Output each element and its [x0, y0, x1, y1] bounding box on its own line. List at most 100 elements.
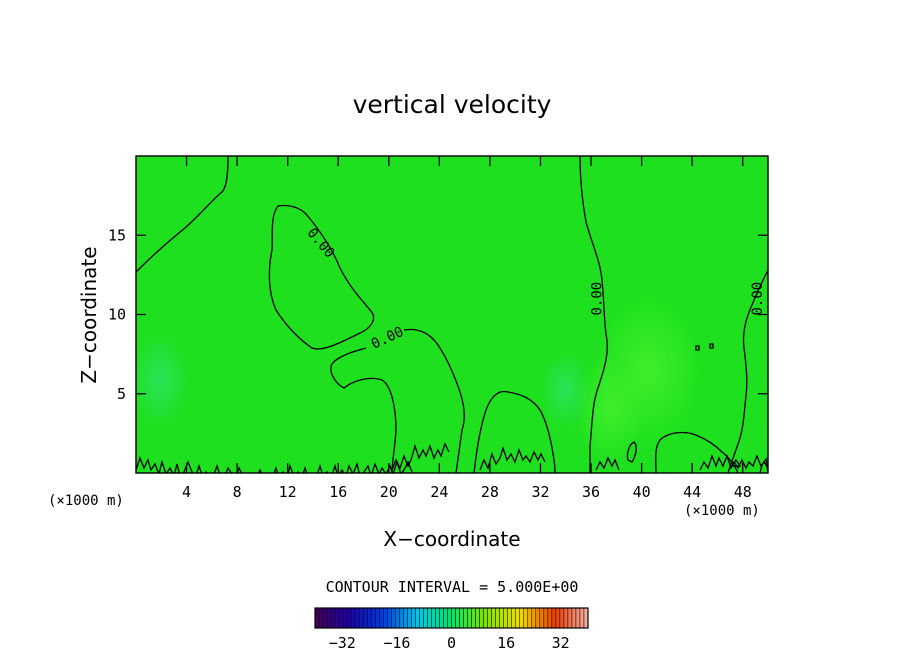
colorbar-swatch [407, 607, 412, 629]
colorbar-swatch [571, 607, 577, 629]
colorbar-swatch [411, 607, 416, 629]
colorbar-swatch [579, 607, 585, 629]
x-axis-title: X−coordinate [383, 527, 520, 551]
x-tick-label: 44 [683, 483, 701, 501]
contour-interval-label: CONTOUR INTERVAL = 5.000E+00 [326, 578, 579, 596]
colorbar-swatch [475, 607, 480, 629]
colorbar-swatch [515, 607, 520, 629]
y-axis-ticks: 5 10 15 [108, 226, 768, 403]
colorbar-swatch [487, 607, 492, 629]
colorbar-swatch [507, 607, 512, 629]
x-axis-unit-label-left: (×1000 m) [48, 493, 124, 509]
field-shading [136, 295, 703, 465]
colorbar-swatch [322, 607, 328, 629]
colorbar-swatch [451, 607, 456, 629]
colorbar-swatch [423, 607, 428, 629]
colorbar-swatch [479, 607, 484, 629]
colorbar-swatch [330, 607, 336, 629]
colorbar-swatch [527, 607, 533, 629]
x-tick-label: 48 [734, 483, 752, 501]
colorbar-swatch [403, 607, 408, 629]
zero-contour-line [727, 269, 768, 473]
colorbar-frame [314, 607, 589, 629]
colorbar-swatch [499, 607, 504, 629]
colorbar-swatch [559, 607, 565, 629]
colorbar-swatch [354, 607, 360, 629]
colorbar-swatch [531, 607, 537, 629]
colorbar-swatch [399, 607, 404, 629]
colorbar-swatch [467, 607, 472, 629]
zero-contour-line [655, 431, 739, 473]
colorbar-swatch [346, 607, 352, 629]
colorbar-swatch [350, 607, 356, 629]
contour-label: 0.00 [589, 282, 605, 316]
colorbar-swatch [419, 607, 424, 629]
x-tick-label: 12 [279, 483, 297, 501]
x-axis-ticks: 4 8 12 16 20 24 28 32 36 40 44 48 [182, 156, 752, 501]
surface-contour-noise [479, 445, 546, 471]
y-axis-title: Z−coordinate [77, 246, 101, 383]
x-tick-label: 20 [380, 483, 398, 501]
colorbar-swatch [338, 607, 344, 629]
y-tick-label: 10 [108, 306, 126, 324]
colorbar-swatch [551, 607, 557, 629]
x-tick-label: 8 [233, 483, 242, 501]
zero-contour-line [695, 345, 700, 351]
colorbar-swatch [387, 607, 392, 629]
zero-contour-line [403, 328, 465, 473]
zero-contour-line [626, 441, 637, 463]
colorbar-swatch [523, 607, 529, 629]
colorbar-swatch [483, 607, 488, 629]
x-axis-unit-label-right: (×1000 m) [684, 503, 760, 519]
x-tick-label: 16 [329, 483, 347, 501]
x-tick-label: 4 [182, 483, 191, 501]
negative-downdraft-region [136, 330, 190, 430]
x-tick-label: 24 [430, 483, 448, 501]
colorbar-swatch [519, 607, 525, 629]
contour-label: 0.00 [750, 282, 766, 316]
colorbar-swatch [391, 607, 396, 629]
y-tick-label: 5 [117, 385, 126, 403]
colorbar-swatch [567, 607, 573, 629]
colorbar-swatch [358, 607, 364, 629]
zero-contour-line [330, 347, 397, 473]
surface-contour-noise [699, 454, 768, 471]
colorbar [314, 607, 589, 629]
colorbar-tick-label: −32 [329, 634, 356, 652]
y-tick-label: 15 [108, 226, 126, 244]
colorbar-swatch [447, 607, 452, 629]
colorbar-swatch [583, 607, 589, 629]
colorbar-swatch [459, 607, 464, 629]
colorbar-swatch [539, 607, 545, 629]
colorbar-swatch [547, 607, 553, 629]
colorbar-swatch [342, 607, 348, 629]
surface-contour-noise [136, 456, 413, 473]
colorbar-swatch [314, 607, 320, 629]
colorbar-swatch [415, 607, 420, 629]
colorbar-swatch [374, 607, 380, 629]
colorbar-tick-label: 0 [447, 634, 456, 652]
colorbar-swatch [511, 607, 516, 629]
x-tick-label: 32 [531, 483, 549, 501]
colorbar-tick-label: 16 [497, 634, 515, 652]
zero-contour-line [268, 204, 375, 350]
surface-contour-noise [595, 456, 620, 471]
colorbar-swatch [439, 607, 444, 629]
x-tick-label: 36 [582, 483, 600, 501]
colorbar-swatch [326, 607, 332, 629]
colorbar-tick-label: 32 [552, 634, 570, 652]
colorbar-swatch [455, 607, 460, 629]
negative-downdraft-region [540, 350, 590, 430]
surface-contour-noise [391, 442, 450, 471]
colorbar-swatch [395, 607, 400, 629]
colorbar-swatch [463, 607, 468, 629]
surface-contour-noise [730, 458, 742, 467]
zero-contour-line [709, 343, 714, 349]
colorbar-swatch [495, 607, 500, 629]
contour-lines [136, 156, 768, 473]
x-tick-label: 28 [481, 483, 499, 501]
colorbar-swatch [383, 607, 388, 629]
colorbar-swatch [435, 607, 440, 629]
colorbar-tick-label: −16 [383, 634, 410, 652]
